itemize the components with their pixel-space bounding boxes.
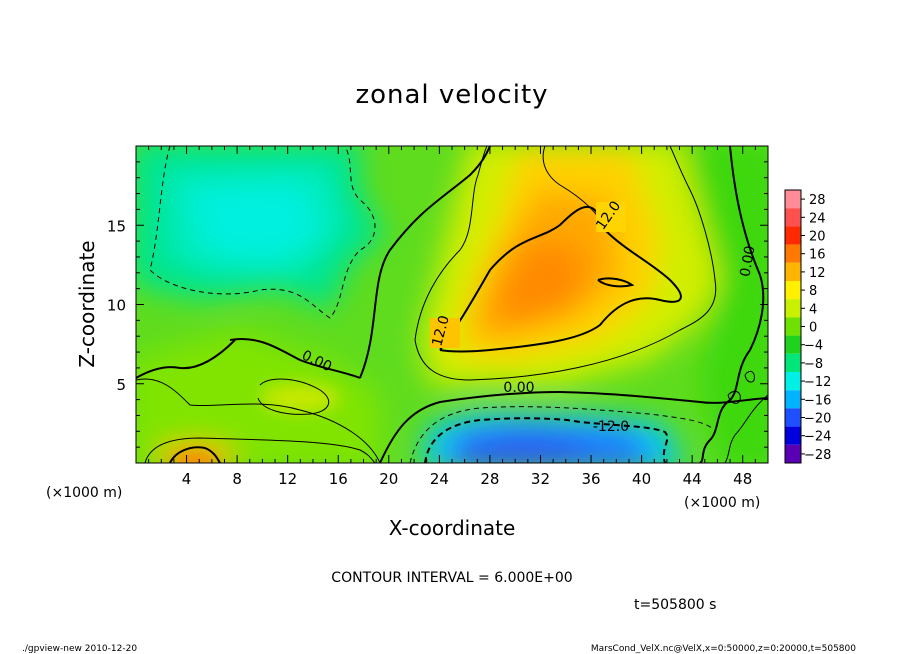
colorbar-label: −16: [804, 393, 831, 408]
colorbar-swatch: [785, 190, 801, 209]
x-tick-label: 20: [379, 470, 398, 488]
colorbar-swatch: [785, 317, 801, 336]
colorbar-swatch: [785, 372, 801, 391]
x-tick-label: 32: [531, 470, 550, 488]
colorbar: 28 24 20 16 12 8 4 0 −4 −8 −12 −16 −20 −24 −28: [784, 189, 831, 464]
colorbar-label: 20: [809, 230, 826, 245]
contour-label: -12.0: [593, 419, 629, 435]
colorbar-swatch: [785, 262, 801, 281]
colorbar-swatch: [785, 208, 801, 227]
x-tick-label: 40: [632, 470, 651, 488]
x-unit-label: (×1000 m): [684, 495, 760, 511]
colorbar-label: 8: [809, 284, 817, 299]
velocity-field: 12.0 12.0 0.00 0.00 0.00 -12.0: [136, 146, 768, 463]
chart-title: zonal velocity: [355, 80, 548, 110]
y-tick-label: 5: [116, 376, 126, 394]
colorbar-swatch: [785, 226, 801, 245]
colorbar-label: −24: [804, 430, 831, 445]
colorbar-label: −20: [804, 412, 831, 427]
z-unit-label: (×1000 m): [46, 485, 122, 501]
colorbar-label: −12: [804, 375, 831, 390]
colorbar-label: 24: [809, 211, 826, 226]
colorbar-label: 0: [809, 321, 817, 336]
colorbar-swatch: [785, 244, 801, 263]
colorbar-swatch: [785, 390, 801, 409]
program-footer: ./gpview-new 2010-12-20: [22, 644, 137, 654]
colorbar-label: 16: [809, 248, 826, 263]
colorbar-swatch: [785, 353, 801, 372]
x-tick-label: 48: [733, 470, 752, 488]
contour-label: 0.00: [503, 380, 534, 396]
y-axis-label: Z-coordinate: [75, 240, 99, 367]
time-label: t=505800 s: [634, 597, 716, 613]
x-tick-label: 24: [430, 470, 449, 488]
colorbar-swatch: [785, 299, 801, 318]
source-footer: MarsCond_VelX.nc@VelX,x=0:50000,z=0:2000…: [591, 644, 856, 654]
colorbar-label: 28: [809, 193, 826, 208]
y-axis-ticks: 5 10 15: [107, 161, 768, 448]
colorbar-swatch: [785, 444, 801, 463]
colorbar-swatch: [785, 335, 801, 354]
x-axis-ticks: 4 8 12 16 20 24 28 32 36 40 44 48: [148, 146, 756, 488]
x-tick-label: 8: [232, 470, 242, 488]
colorbar-label: −28: [804, 448, 831, 463]
colorbar-label: 12: [809, 266, 826, 281]
y-tick-label: 10: [107, 297, 126, 315]
colorbar-label: −8: [804, 357, 823, 372]
x-axis-label: X-coordinate: [389, 516, 516, 540]
x-tick-label: 36: [581, 470, 600, 488]
y-tick-label: 15: [107, 217, 126, 235]
contour-label: 0.00: [737, 245, 758, 278]
contour-label: 12.0: [429, 314, 453, 348]
x-tick-label: 28: [480, 470, 499, 488]
x-tick-label: 4: [182, 470, 192, 488]
colorbar-label: −4: [804, 339, 823, 354]
x-tick-label: 44: [683, 470, 702, 488]
colorbar-swatch: [785, 281, 801, 300]
contour-interval-text: CONTOUR INTERVAL = 6.000E+00: [331, 570, 572, 586]
x-tick-label: 16: [329, 470, 348, 488]
colorbar-label: 4: [809, 302, 817, 317]
colorbar-swatch: [785, 426, 801, 445]
colorbar-swatch: [785, 408, 801, 427]
x-tick-label: 12: [278, 470, 297, 488]
